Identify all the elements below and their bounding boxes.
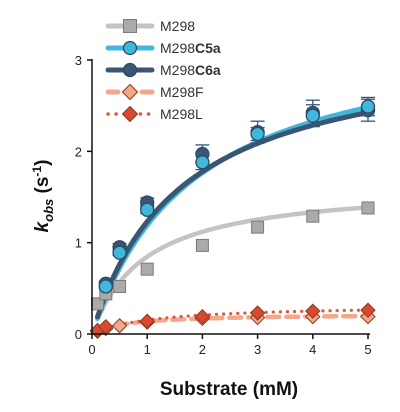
x-tick-label: 5 bbox=[364, 342, 371, 357]
legend-label-M298C5a: M298C5a bbox=[160, 40, 221, 56]
data-point-M298L bbox=[305, 303, 321, 319]
legend-label-M298F: M298F bbox=[160, 84, 204, 100]
data-point-M298L bbox=[139, 313, 155, 329]
x-tick-label: 4 bbox=[309, 342, 316, 357]
x-tick-label: 0 bbox=[88, 342, 95, 357]
y-axis-title-unit-close: ) bbox=[32, 160, 53, 166]
y-axis-title-sub: obs bbox=[41, 199, 56, 222]
data-point-M298 bbox=[140, 262, 154, 276]
legend-label-M298C6a: M298C6a bbox=[160, 62, 221, 78]
y-axis-title-base: k bbox=[32, 220, 53, 232]
axes: 0 1 2 3 4 5 0 1 2 3 bbox=[75, 53, 372, 357]
data-point-M298 bbox=[113, 280, 127, 294]
y-axis-title-sup: -1 bbox=[30, 166, 44, 177]
data-point-M298L bbox=[194, 308, 211, 325]
legend-marker-M298L bbox=[121, 105, 139, 123]
data-point-M298C5a bbox=[112, 245, 127, 260]
legend-label-bold: C6a bbox=[195, 62, 221, 78]
legend-label-M298: M298 bbox=[160, 18, 195, 34]
y-ticks: 0 1 2 3 bbox=[75, 53, 92, 342]
y-axis-title: kobs (s-1) bbox=[30, 160, 56, 233]
data-point-M298L bbox=[360, 302, 376, 318]
legend-label-M298L: M298L bbox=[160, 106, 203, 122]
data-point-M298C5a bbox=[140, 202, 155, 217]
legend-label-text: M298 bbox=[160, 62, 195, 78]
fit-line-M298 bbox=[95, 205, 371, 322]
legend-marker-M298C6a bbox=[122, 62, 138, 78]
data-point-M298 bbox=[251, 220, 265, 234]
y-tick-label: 0 bbox=[75, 327, 82, 342]
y-axis-title-unit-open: (s bbox=[32, 177, 53, 199]
data-point-M298 bbox=[195, 238, 209, 252]
legend-label-text: M298L bbox=[160, 106, 203, 122]
plot-area bbox=[89, 96, 376, 339]
fit-line-M298F bbox=[95, 313, 371, 334]
legend-marker-M298F bbox=[121, 83, 139, 101]
x-tick-label: 1 bbox=[144, 342, 151, 357]
y-tick-label: 3 bbox=[75, 53, 82, 68]
data-point-M298C5a bbox=[98, 279, 113, 294]
data-point-M298C5a bbox=[195, 155, 210, 170]
data-point-M298 bbox=[361, 201, 375, 215]
data-point-M298L bbox=[249, 305, 266, 321]
y-tick-label: 2 bbox=[75, 144, 82, 159]
legend-marker-M298 bbox=[123, 19, 137, 33]
fit-line-M298L bbox=[95, 308, 370, 334]
y-tick-label: 1 bbox=[75, 236, 82, 251]
legend-label-bold: C5a bbox=[195, 40, 221, 56]
data-point-M298C5a bbox=[360, 99, 376, 114]
data-point-M298C5a bbox=[250, 126, 265, 142]
data-point-M298C5a bbox=[305, 108, 320, 123]
x-tick-label: 2 bbox=[199, 342, 206, 357]
data-point-M298 bbox=[306, 209, 320, 223]
x-tick-label: 3 bbox=[254, 342, 261, 357]
x-axis-title: Substrate (mM) bbox=[160, 379, 298, 400]
x-ticks: 0 1 2 3 4 5 bbox=[88, 334, 372, 357]
legend-label-text: M298 bbox=[160, 18, 195, 34]
legend-label-text: M298F bbox=[160, 84, 204, 100]
legend-label-text: M298 bbox=[160, 40, 195, 56]
legend-marker-M298C5a bbox=[122, 40, 138, 56]
data-point-M298F bbox=[111, 318, 128, 334]
fit-line-M298C6a bbox=[95, 110, 371, 320]
